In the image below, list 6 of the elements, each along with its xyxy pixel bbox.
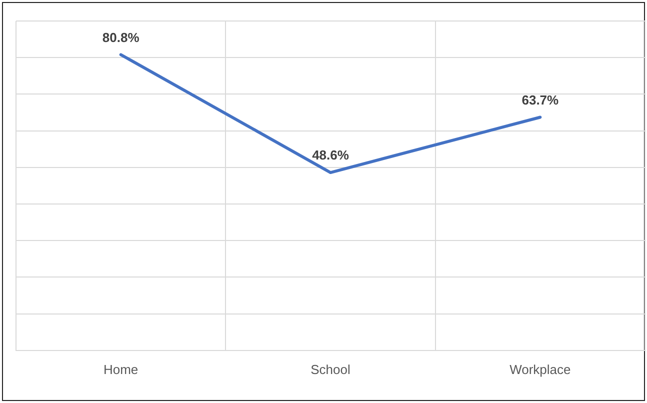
data-label: 80.8% (102, 30, 140, 45)
data-label: 63.7% (522, 92, 560, 108)
x-tick-label: School (310, 362, 350, 377)
x-tick-label: Workplace (510, 362, 571, 377)
x-tick-label: Home (103, 362, 138, 377)
data-label: 48.6% (312, 148, 350, 163)
